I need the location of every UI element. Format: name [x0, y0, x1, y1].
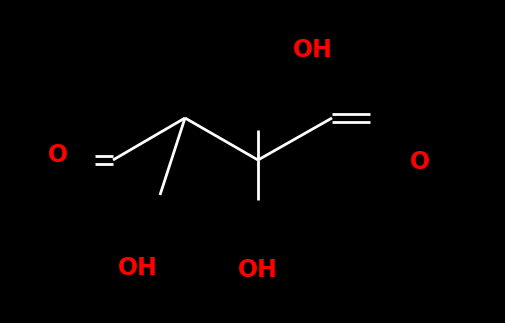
Text: OH: OH — [118, 256, 158, 280]
Text: OH: OH — [238, 258, 278, 282]
Text: O: O — [410, 150, 430, 174]
Text: O: O — [48, 143, 68, 167]
Text: OH: OH — [293, 38, 333, 62]
